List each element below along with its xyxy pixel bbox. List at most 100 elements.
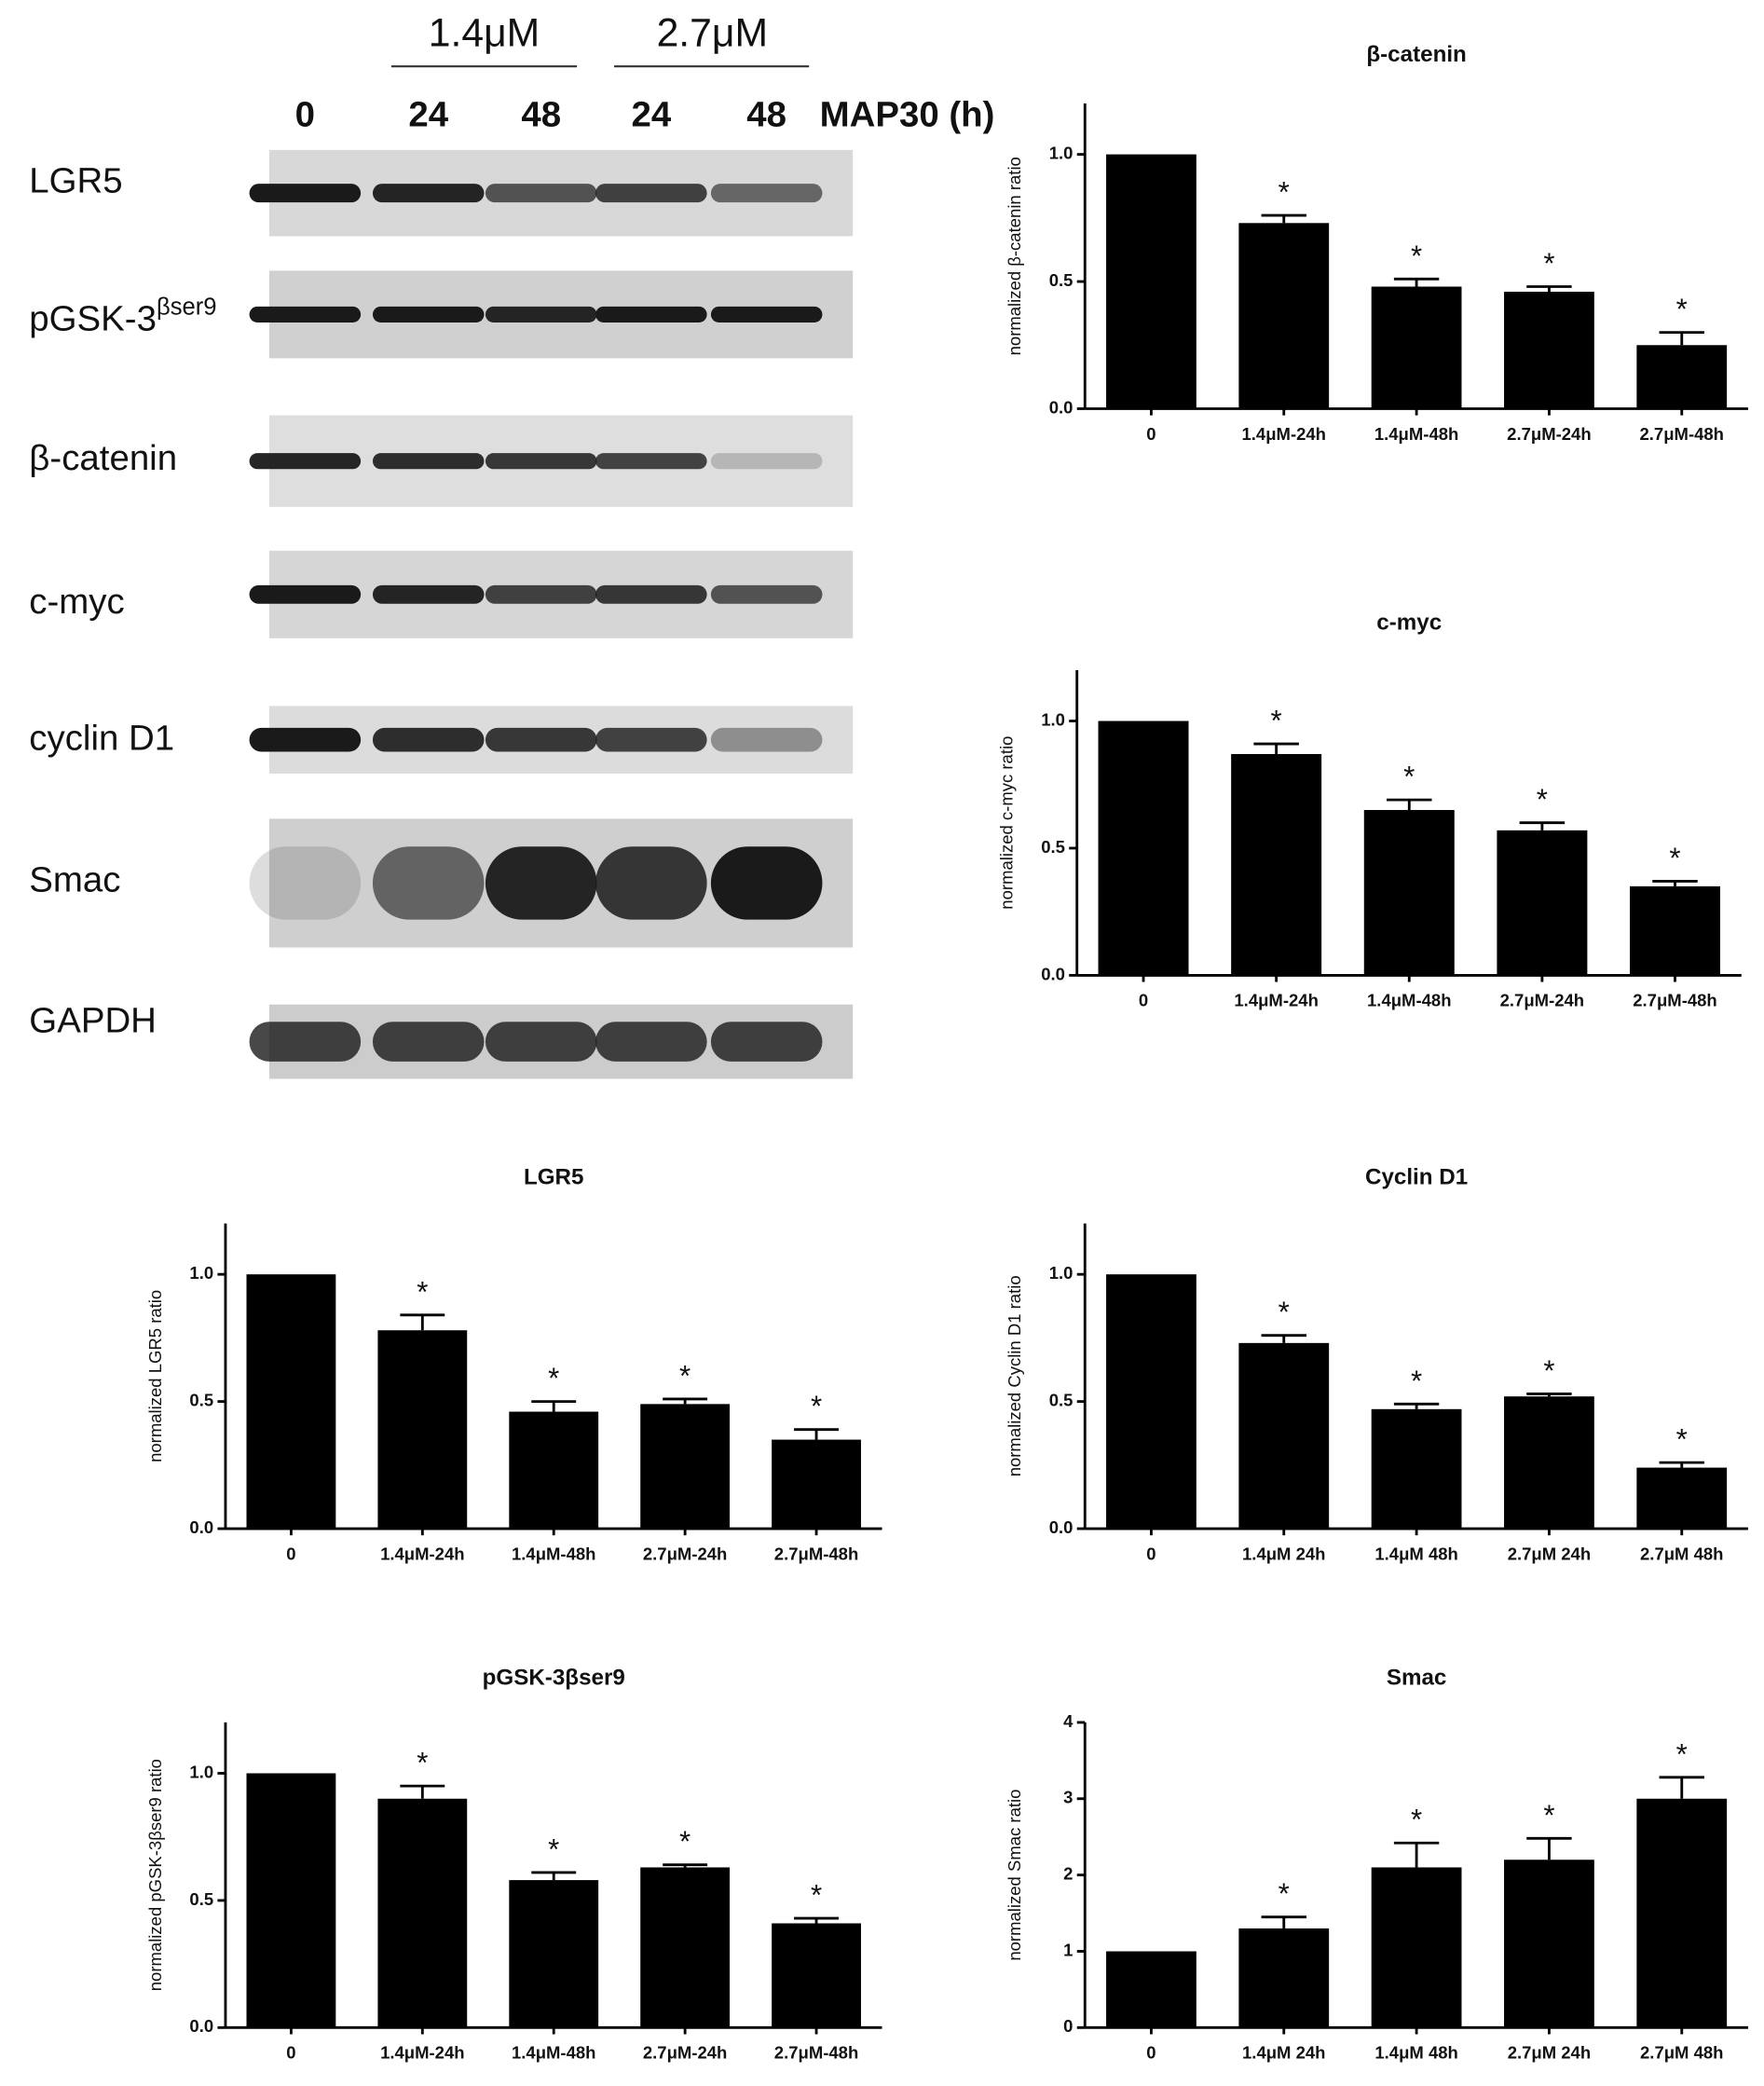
bar <box>1636 345 1728 409</box>
bar <box>509 1880 599 2028</box>
blot-band <box>249 584 362 604</box>
significance-mark: * <box>679 1825 691 1858</box>
bar <box>509 1411 599 1530</box>
blot-band <box>485 453 597 470</box>
significance-mark: * <box>1543 247 1554 280</box>
significance-mark: * <box>548 1832 559 1865</box>
x-tick-label: 2.7μM 24h <box>1508 1544 1591 1563</box>
significance-mark: * <box>1411 1804 1422 1836</box>
blot-band <box>710 184 823 203</box>
significance-mark: * <box>1676 1423 1688 1456</box>
x-tick-label: 0 <box>286 1544 295 1563</box>
protein-label: c-myc <box>29 582 124 622</box>
bar <box>1504 1396 1594 1530</box>
blot-band <box>249 184 362 203</box>
x-tick-label: 2.7μM-48h <box>1640 424 1724 444</box>
concentration-label: 2.7μM <box>657 11 768 56</box>
significance-mark: * <box>1676 1737 1688 1770</box>
x-tick-label: 1.4μM 48h <box>1374 1544 1457 1563</box>
significance-mark: * <box>417 1747 428 1779</box>
x-tick-label: 1.4μM-24h <box>380 1544 464 1563</box>
protein-label: GAPDH <box>29 1001 157 1041</box>
bar <box>1106 1274 1197 1530</box>
significance-mark: * <box>1411 1365 1422 1397</box>
y-tick-label: 0.5 <box>1041 837 1065 857</box>
y-tick-label: 0.0 <box>1049 397 1073 417</box>
chart-title: Cyclin D1 <box>1365 1165 1468 1190</box>
significance-mark: * <box>1279 1877 1290 1910</box>
blot-band <box>372 184 485 203</box>
significance-mark: * <box>679 1359 691 1392</box>
blot-band <box>710 727 823 752</box>
chart-title: LGR5 <box>524 1165 584 1190</box>
blot-band <box>595 306 707 323</box>
blot-band <box>485 306 597 323</box>
blot-band <box>710 846 823 920</box>
bar <box>772 1923 861 2028</box>
bar <box>377 1798 468 2028</box>
y-tick-label: 1 <box>1063 1940 1073 1959</box>
significance-mark: * <box>1403 761 1415 793</box>
bar <box>1636 1467 1728 1530</box>
blot-band <box>485 584 597 604</box>
lane-label: 48 <box>521 94 561 134</box>
protein-name: cyclin D1 <box>29 719 174 759</box>
bar <box>1238 223 1330 409</box>
y-tick-label: 0.5 <box>1049 270 1073 290</box>
y-tick-label: 1.0 <box>1041 709 1065 729</box>
protein-label: Smac <box>29 860 120 900</box>
protein-name: c-myc <box>29 582 124 622</box>
blot-band <box>595 1022 707 1062</box>
x-tick-label: 2.7μM-48h <box>774 1544 858 1563</box>
bar <box>1231 753 1322 976</box>
x-tick-label: 1.4μM-24h <box>1242 424 1326 444</box>
x-tick-label: 1.4μM 48h <box>1374 2043 1457 2063</box>
x-tick-label: 0 <box>1146 424 1155 444</box>
bar <box>1238 1342 1330 1530</box>
blot-band <box>485 184 597 203</box>
protein-name: Smac <box>29 860 120 900</box>
bar <box>1504 1860 1594 2028</box>
chart-title: c-myc <box>1376 611 1442 636</box>
y-tick-label: 0 <box>1063 2016 1073 2036</box>
y-tick-label: 1.0 <box>1049 1263 1073 1283</box>
blot-band <box>485 1022 597 1062</box>
x-tick-label: 0 <box>1139 991 1148 1010</box>
blot-band <box>372 453 485 470</box>
x-tick-label: 2.7μM-24h <box>643 2043 727 2063</box>
significance-mark: * <box>811 1879 822 1912</box>
x-tick-label: 1.4μM 24h <box>1242 2043 1325 2063</box>
x-tick-label: 1.4μM-48h <box>1367 991 1451 1010</box>
blot-band <box>595 184 707 203</box>
bar <box>1098 720 1189 976</box>
y-tick-label: 0.5 <box>189 1391 213 1410</box>
blot-band <box>249 846 362 920</box>
y-tick-label: 0.5 <box>1049 1391 1073 1410</box>
treatment-label: MAP30 (h) <box>820 94 995 134</box>
x-tick-label: 1.4μM-48h <box>512 2043 595 2063</box>
significance-mark: * <box>1543 1354 1554 1387</box>
y-tick-label: 0.0 <box>189 1517 213 1537</box>
x-tick-label: 1.4μM-24h <box>1234 991 1318 1010</box>
protein-name: LGR5 <box>29 161 122 201</box>
y-tick-label: 4 <box>1063 1711 1073 1731</box>
x-tick-label: 0 <box>1146 1544 1155 1563</box>
significance-mark: * <box>1537 783 1548 816</box>
blot-band <box>249 453 362 470</box>
significance-mark: * <box>1669 842 1680 874</box>
significance-mark: * <box>1279 176 1290 209</box>
bar <box>640 1404 731 1530</box>
x-tick-label: 2.7μM 24h <box>1508 2043 1591 2063</box>
blot-band <box>372 1022 485 1062</box>
significance-mark: * <box>1271 705 1282 737</box>
blot-band <box>372 584 485 604</box>
bar <box>1630 885 1720 976</box>
y-tick-label: 1.0 <box>189 1762 213 1781</box>
blot-band <box>710 584 823 604</box>
y-axis-label: normalized Smac ratio <box>1005 1790 1024 1961</box>
y-tick-label: 1.0 <box>1049 144 1073 163</box>
bar <box>640 1867 731 2028</box>
x-tick-label: 0 <box>286 2043 295 2063</box>
bar <box>1363 810 1455 976</box>
significance-mark: * <box>1411 240 1422 272</box>
